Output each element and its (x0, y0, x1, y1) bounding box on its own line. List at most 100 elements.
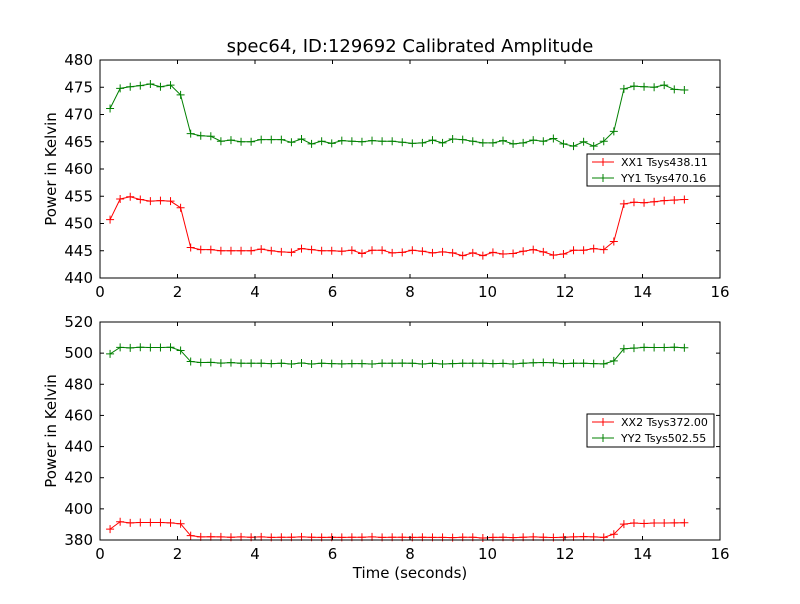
data-point-marker (609, 127, 618, 136)
data-point-marker (559, 139, 568, 148)
data-point-marker (307, 139, 316, 148)
x-tick-label: 2 (173, 545, 183, 563)
data-point-marker (166, 81, 175, 90)
data-point-marker (257, 135, 266, 144)
series-2 (106, 343, 689, 369)
data-point-marker (539, 137, 548, 146)
legend-label: YY1 Tsys470.16 (620, 172, 706, 185)
data-point-marker (327, 359, 336, 368)
series-1 (106, 517, 689, 542)
y-tick-label: 445 (64, 242, 93, 260)
data-point-marker (136, 343, 145, 352)
data-point-marker (640, 519, 649, 528)
x-tick-label: 10 (478, 283, 497, 301)
data-point-marker (126, 343, 135, 352)
y-tick-label: 400 (64, 500, 93, 518)
data-point-marker (247, 246, 256, 255)
data-point-marker (368, 136, 377, 145)
data-point-marker (277, 135, 286, 144)
data-point-marker (660, 519, 669, 528)
legend-label: XX2 Tsys372.00 (621, 416, 708, 429)
data-point-marker (650, 83, 659, 92)
data-point-marker (670, 85, 679, 94)
data-point-marker (589, 142, 598, 151)
data-point-marker (267, 135, 276, 144)
y-tick-label: 480 (64, 375, 93, 393)
data-point-marker (579, 532, 588, 541)
data-point-marker (317, 359, 326, 368)
bottom-plot-panel: 0 2 4 6 8 10 12 14 16 380 400 420 440 460 480 500 520 Pow… (42, 313, 730, 563)
y-tick-label: 420 (64, 469, 93, 487)
data-point-marker (509, 360, 518, 369)
data-point-marker (287, 248, 296, 257)
data-point-marker (519, 359, 528, 368)
x-tick-label: 14 (633, 545, 652, 563)
x-tick-label: 8 (405, 283, 415, 301)
data-point-marker (640, 82, 649, 91)
series-line (109, 196, 685, 257)
data-point-marker (186, 243, 195, 252)
data-point-marker (106, 215, 115, 224)
data-point-marker (317, 137, 326, 146)
data-point-marker (559, 250, 568, 259)
data-point-marker (237, 359, 246, 368)
y-tick-label: 520 (64, 313, 93, 331)
chart-title: spec64, ID:129692 Calibrated Amplitude (227, 36, 594, 57)
data-point-marker (599, 137, 608, 146)
legend-marker (599, 174, 607, 182)
data-point-marker (670, 518, 679, 527)
data-point-marker (237, 246, 246, 255)
x-tick-label: 0 (95, 545, 105, 563)
data-point-marker (428, 136, 437, 145)
data-point-marker (226, 136, 235, 145)
data-point-marker (660, 196, 669, 205)
data-point-marker (418, 138, 427, 147)
data-point-marker (408, 246, 417, 255)
data-point-marker (448, 359, 457, 368)
data-point-marker (357, 249, 366, 258)
series-line (109, 83, 685, 147)
data-point-marker (670, 343, 679, 352)
data-point-marker (448, 135, 457, 144)
data-point-marker (267, 246, 276, 255)
data-point-marker (640, 198, 649, 207)
x-tick-label: 0 (95, 283, 105, 301)
data-point-marker (126, 192, 135, 201)
data-point-marker (327, 139, 336, 148)
data-point-marker (529, 245, 538, 254)
data-point-marker (569, 246, 578, 255)
y-tick-label: 460 (64, 160, 93, 178)
series-line (109, 346, 685, 365)
data-point-marker (680, 343, 689, 352)
data-point-marker (589, 359, 598, 368)
data-point-marker (156, 196, 165, 205)
series-2 (106, 79, 689, 151)
data-point-marker (509, 249, 518, 258)
data-point-marker (156, 343, 165, 352)
data-point-marker (478, 533, 487, 542)
data-point-marker (408, 359, 417, 368)
data-point-marker (398, 248, 407, 257)
data-point-marker (337, 359, 346, 368)
x-tick-label: 4 (250, 545, 260, 563)
data-point-marker (478, 359, 487, 368)
data-point-marker (468, 248, 477, 257)
data-point-marker (347, 359, 356, 368)
data-point-marker (539, 247, 548, 256)
data-point-marker (629, 198, 638, 207)
data-point-marker (368, 246, 377, 255)
data-point-marker (206, 532, 215, 541)
data-point-marker (650, 343, 659, 352)
data-point-marker (458, 135, 467, 144)
data-point-marker (660, 343, 669, 352)
data-point-marker (609, 237, 618, 246)
data-point-marker (629, 82, 638, 91)
data-point-marker (206, 245, 215, 254)
data-point-marker (146, 343, 155, 352)
data-point-marker (478, 251, 487, 260)
data-point-marker (287, 138, 296, 147)
data-point-marker (156, 518, 165, 527)
data-point-marker (629, 519, 638, 528)
x-tick-label: 12 (555, 545, 574, 563)
